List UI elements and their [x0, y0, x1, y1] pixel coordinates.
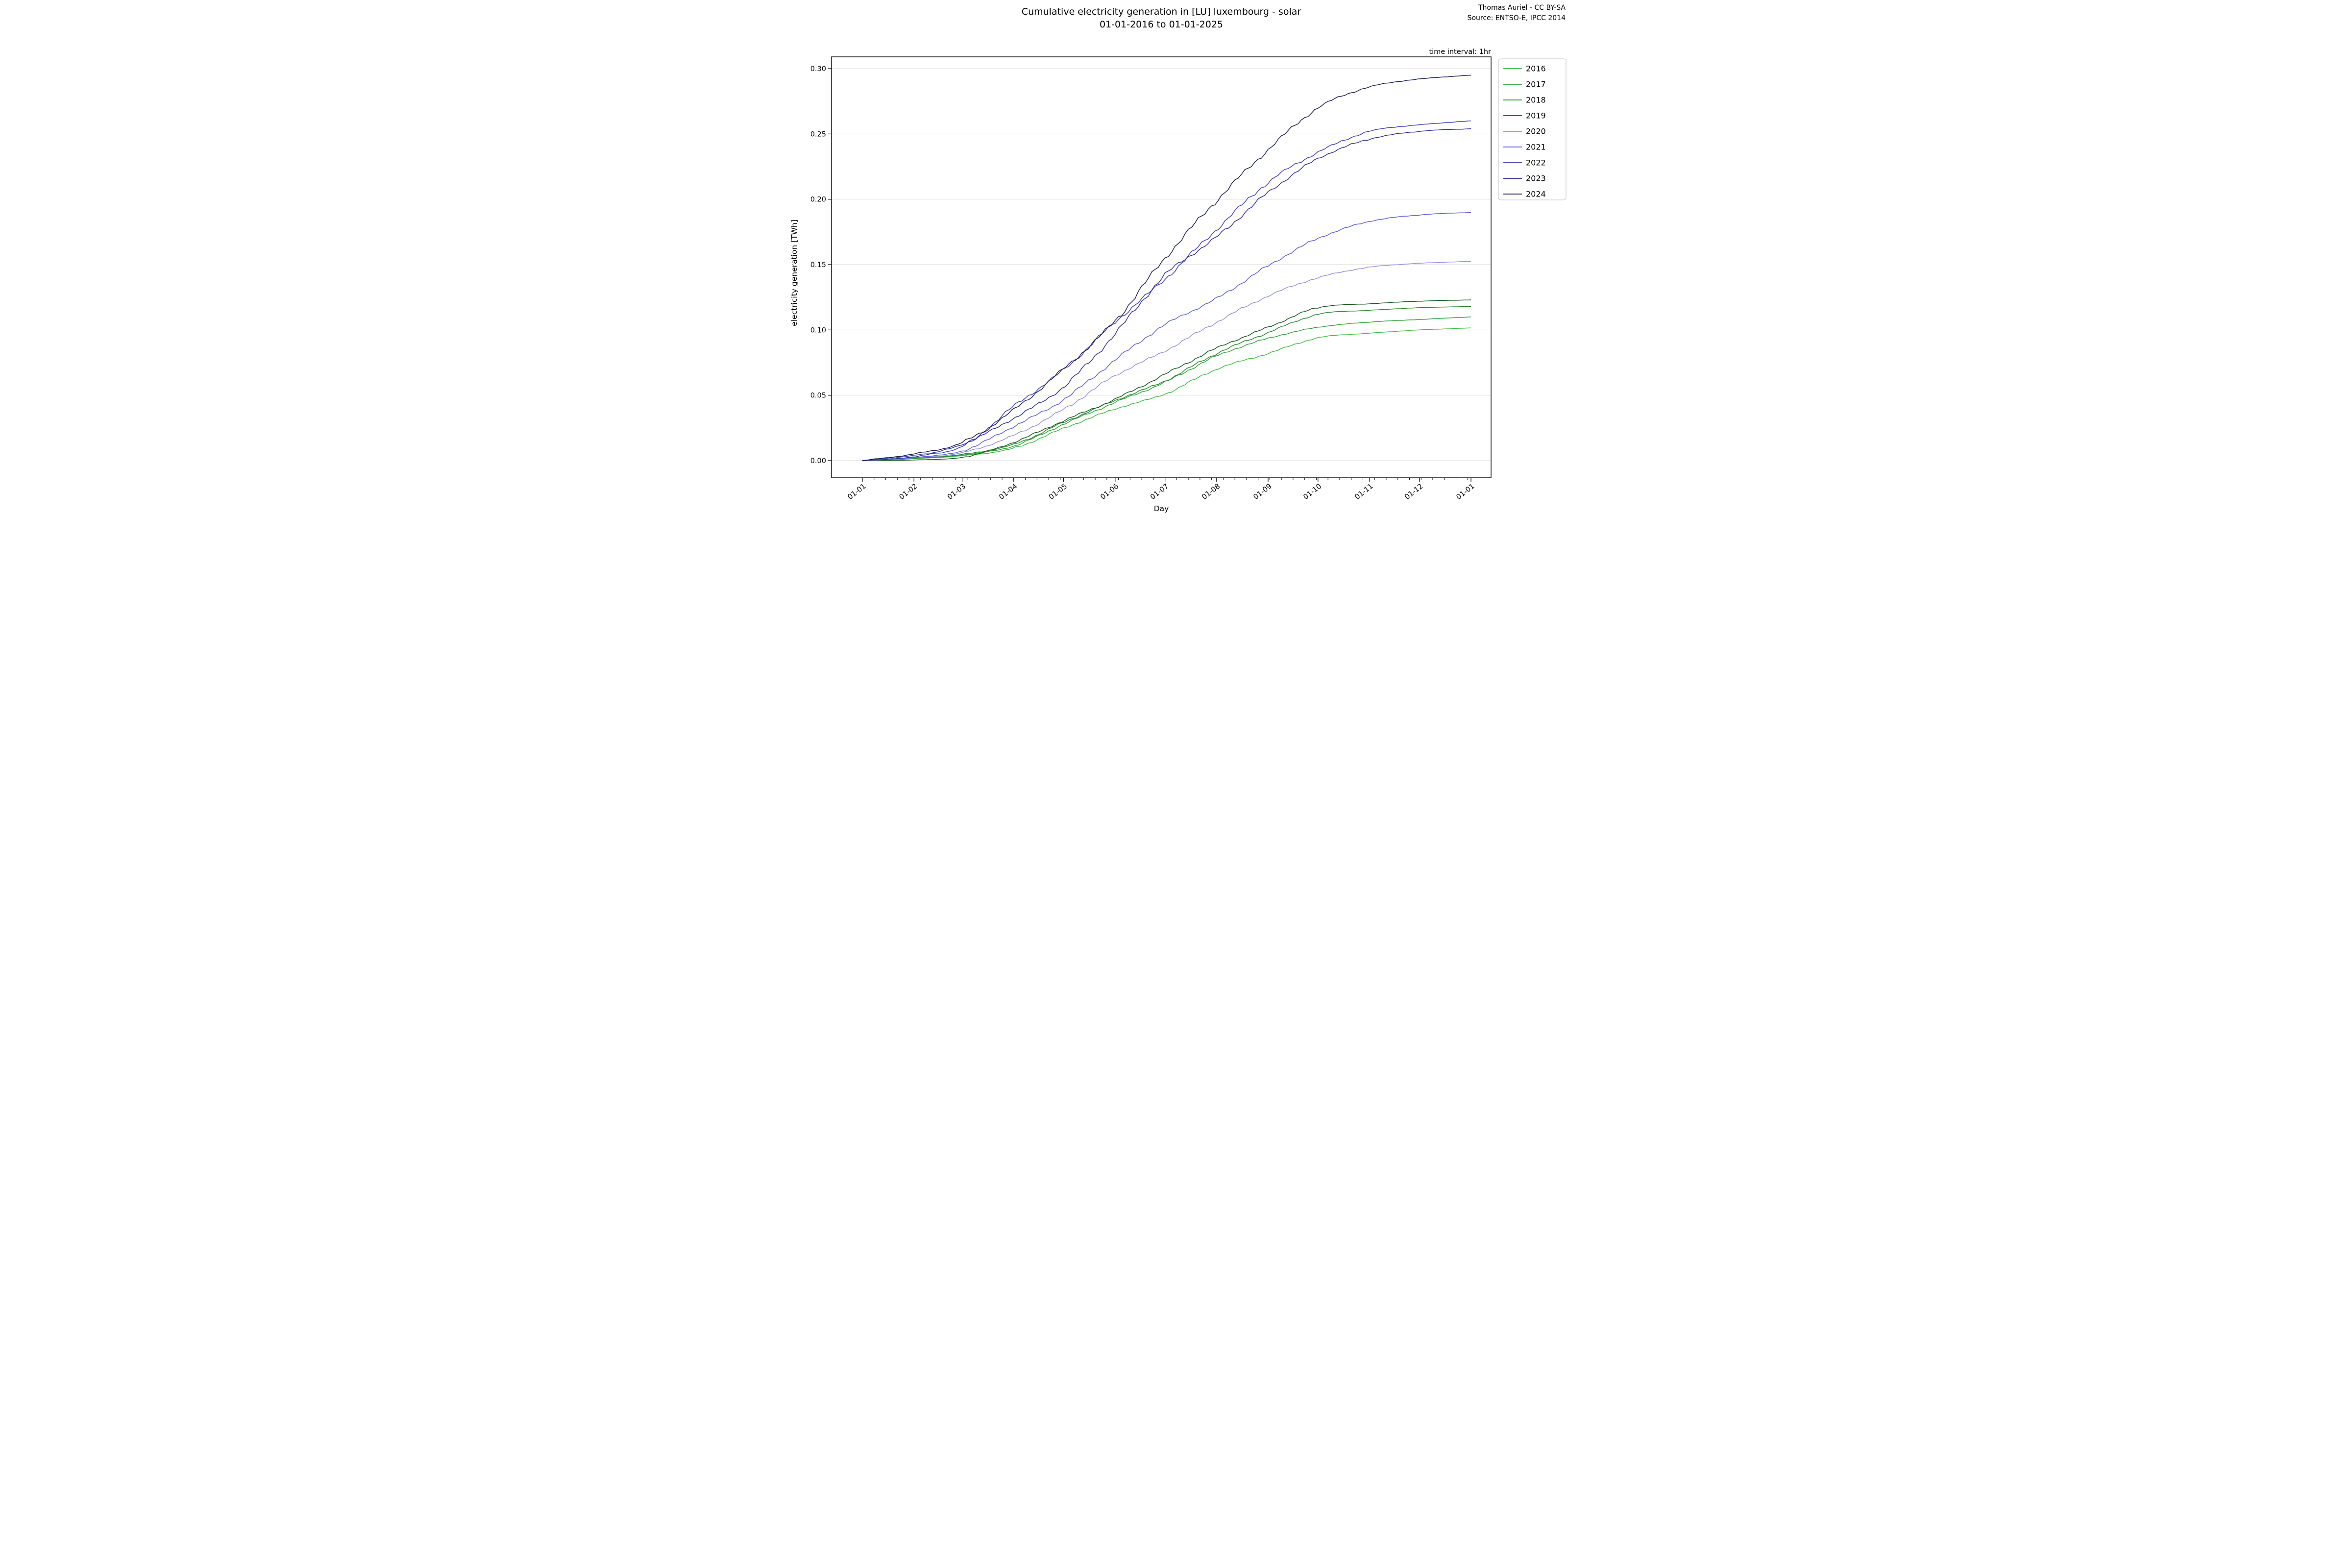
y-tick-label: 0.25 — [810, 130, 826, 138]
series-line-2022 — [862, 120, 1471, 461]
series-lines — [862, 74, 1471, 461]
plot-frame — [831, 56, 1492, 478]
y-tick-label: 0.15 — [810, 261, 826, 269]
series-line-2019 — [862, 299, 1471, 461]
x-tick-label: 01-03 — [946, 483, 967, 502]
legend: 2016 2017 2018 2019 2020 2021 2022 2023 2024 — [1498, 58, 1567, 200]
y-tick-label: 0.20 — [810, 196, 826, 204]
y-tick-label: 0.00 — [810, 457, 826, 465]
legend-label-2021: 2021 — [1526, 143, 1546, 152]
chart-title-line1: Cumulative electricity generation in [LU… — [1022, 6, 1301, 17]
legend-box — [1498, 58, 1567, 200]
x-tick-label: 01-01 — [846, 483, 867, 502]
x-tick-label: 01-08 — [1200, 483, 1222, 502]
y-tick-label: 0.05 — [810, 392, 826, 400]
series-line-2017 — [862, 316, 1471, 461]
series-line-2023 — [862, 128, 1471, 461]
x-tick-label: 01-10 — [1302, 483, 1323, 502]
x-tick-label: 01-05 — [1048, 483, 1069, 502]
series-line-2018 — [862, 306, 1471, 461]
legend-label-2017: 2017 — [1526, 80, 1546, 89]
x-tick-label: 01-07 — [1149, 483, 1170, 502]
plot-border — [831, 56, 1492, 478]
legend-label-2023: 2023 — [1526, 174, 1546, 183]
series-line-2024 — [862, 74, 1471, 461]
legend-label-2018: 2018 — [1526, 96, 1546, 105]
x-tick-label: 01-06 — [1099, 483, 1120, 502]
credit-author: Thomas Auriel - CC BY-SA — [1478, 4, 1566, 12]
figure: Cumulative electricity generation in [LU… — [784, 0, 1568, 523]
series-line-2016 — [862, 327, 1471, 461]
x-tick-label: 01-01 — [1455, 483, 1476, 502]
series-line-2020 — [862, 261, 1471, 461]
x-axis-label: Day — [1154, 504, 1169, 513]
x-tick-label: 01-09 — [1252, 483, 1273, 502]
y-tick-label: 0.30 — [810, 65, 826, 73]
x-tick-label: 01-12 — [1403, 483, 1424, 502]
credit-source: Source: ENTSO-E, IPCC 2014 — [1468, 14, 1566, 22]
legend-label-2016: 2016 — [1526, 64, 1546, 74]
x-tick-label: 01-02 — [898, 483, 919, 502]
chart-canvas: Cumulative electricity generation in [LU… — [790, 4, 1567, 513]
y-axis-label: electricity generation [TWh] — [790, 220, 799, 326]
series-line-2021 — [862, 212, 1471, 461]
x-tick-label: 01-11 — [1353, 483, 1374, 502]
gridlines — [832, 68, 1491, 461]
x-tick-label: 01-04 — [998, 483, 1019, 502]
axis-ticks: 0.00 0.05 0.10 0.15 0.20 0.25 0.30 01-01 01-02 01… — [810, 65, 1476, 501]
legend-label-2022: 2022 — [1526, 158, 1546, 168]
legend-label-2020: 2020 — [1526, 127, 1546, 136]
legend-label-2024: 2024 — [1526, 190, 1546, 199]
chart-title-line2: 01-01-2016 to 01-01-2025 — [1100, 19, 1223, 30]
legend-label-2019: 2019 — [1526, 111, 1546, 121]
time-interval-note: time interval: 1hr — [1429, 48, 1491, 56]
y-tick-label: 0.10 — [810, 326, 826, 334]
